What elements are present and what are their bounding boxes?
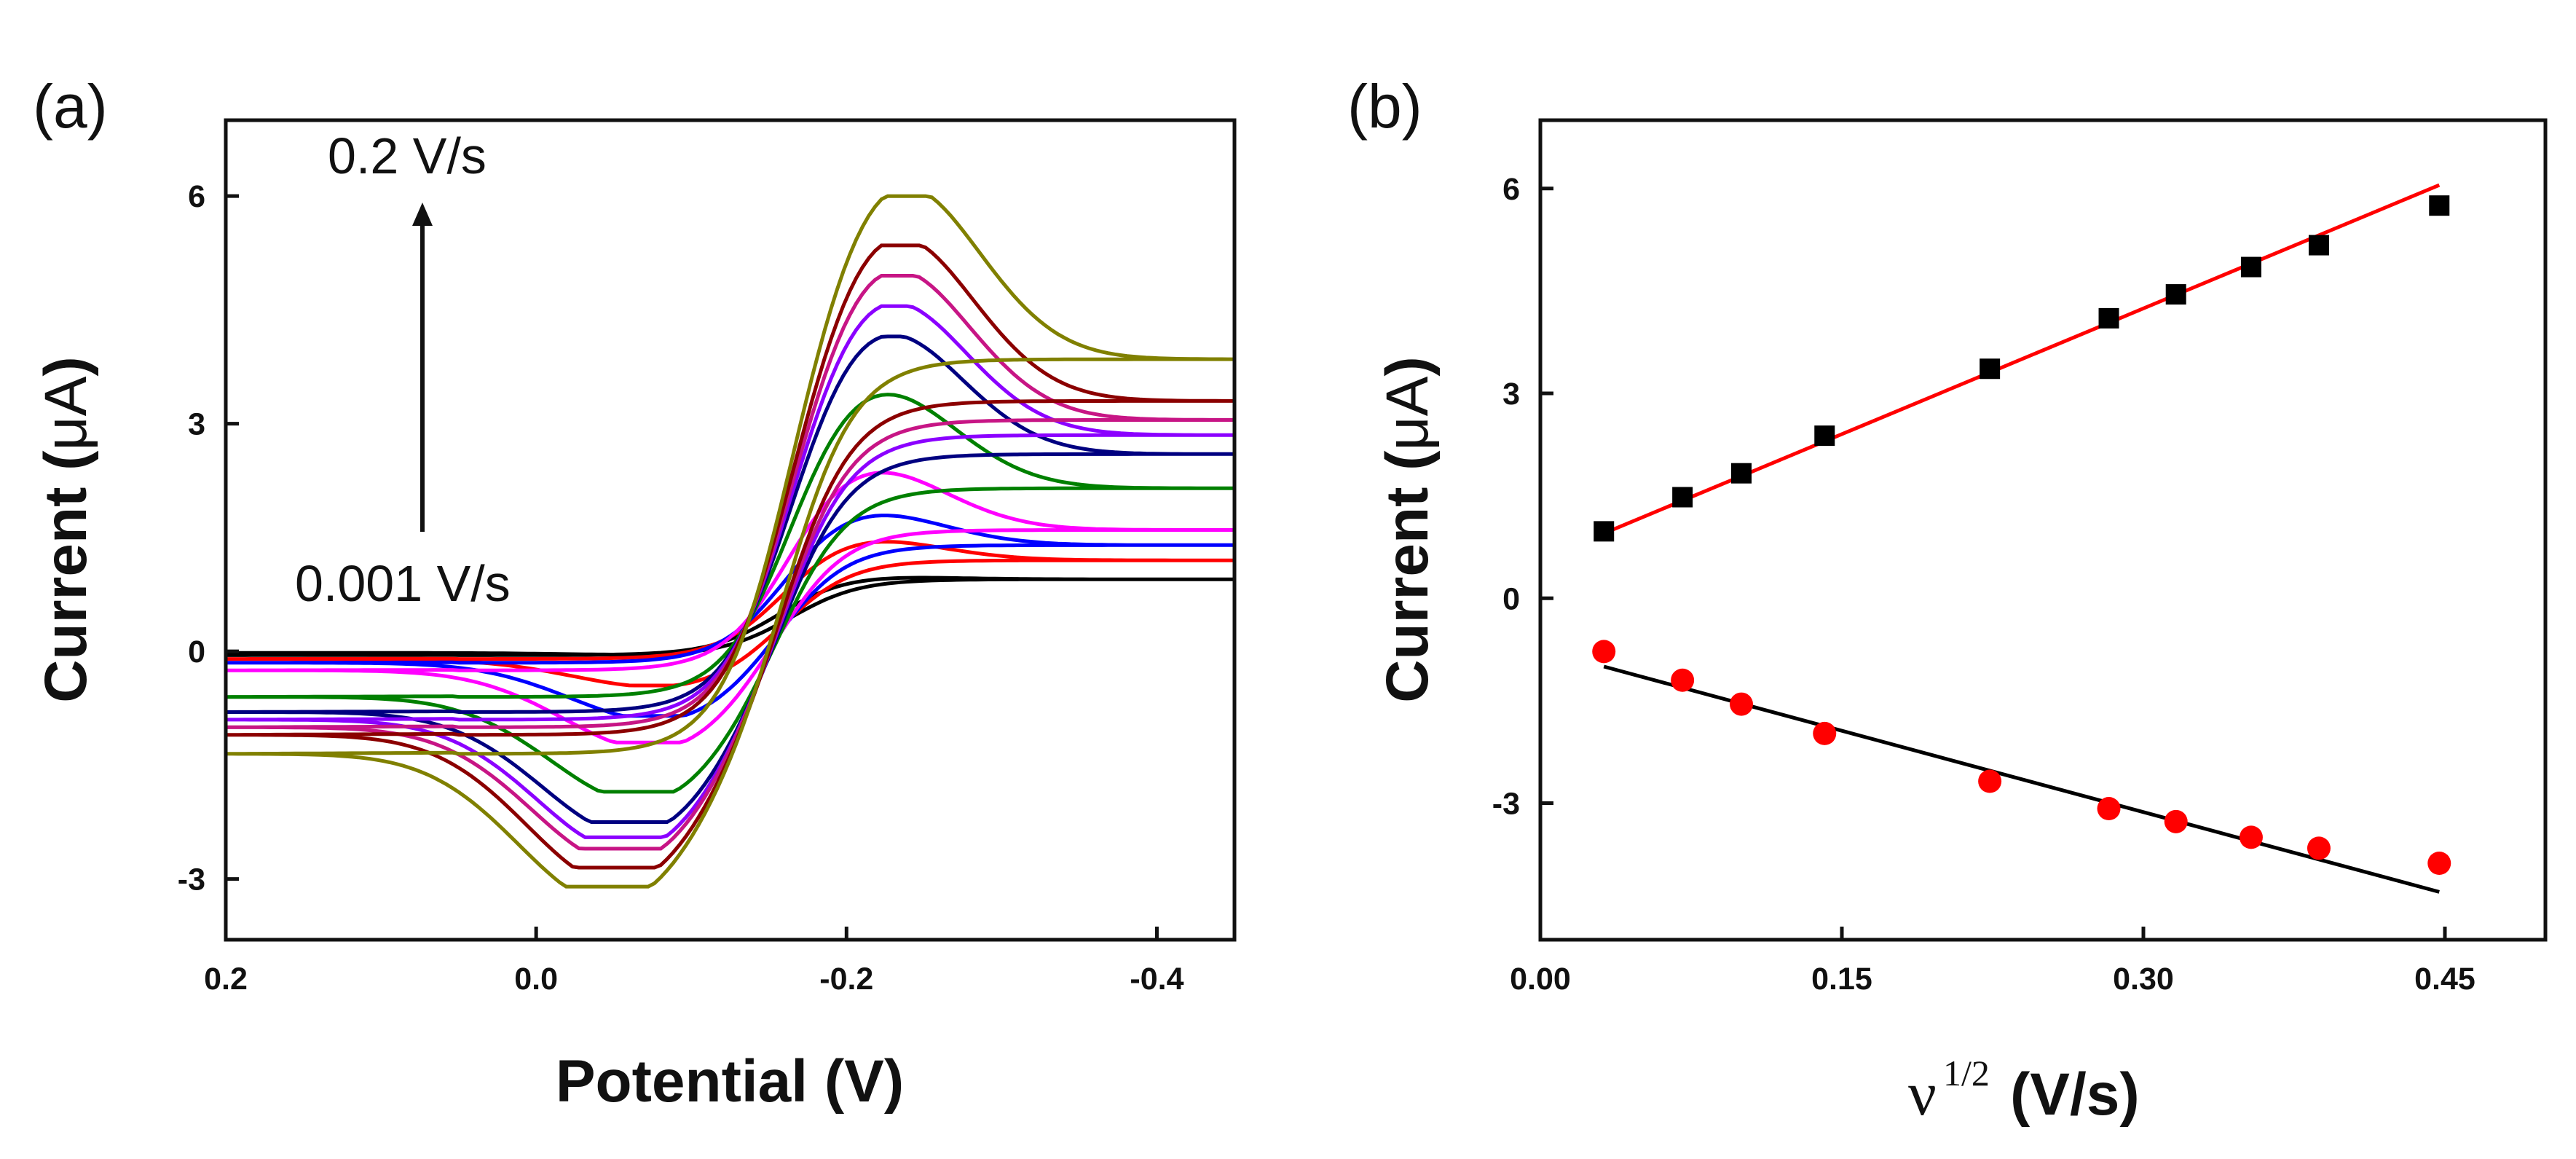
panel-b: (b) 0.00 0.15 0.30 0.45 -3 0 3 6 ν 1/2 (V/s) C… bbox=[1347, 72, 2548, 1128]
y-tick-label-b: -3 bbox=[1492, 787, 1520, 822]
x-tick-label-a: -0.4 bbox=[1130, 962, 1183, 997]
x-tick-label-a: 0.2 bbox=[204, 962, 248, 997]
cv-curve-scan-3 bbox=[226, 514, 1234, 718]
cv-curve-scan-5 bbox=[225, 393, 1234, 794]
x-axis-b: 0.00 0.15 0.30 0.45 bbox=[1510, 927, 2475, 997]
x-tick-label-b: 0.30 bbox=[2113, 962, 2174, 997]
scan-rate-arrow bbox=[412, 203, 433, 532]
x-axis-a-title: Potential (V) bbox=[556, 1048, 904, 1115]
cathodic-point bbox=[2239, 825, 2263, 849]
cv-curve-scan-1 bbox=[226, 575, 1234, 657]
anodic-point bbox=[2098, 307, 2119, 329]
cathodic-point bbox=[1671, 668, 1695, 692]
plot-b-frame bbox=[1538, 118, 2548, 942]
cv-curve-scan-7 bbox=[226, 304, 1234, 839]
cathodic-point bbox=[2427, 852, 2451, 875]
cv-curve-scan-2 bbox=[226, 540, 1234, 688]
y-axis-b-title-suffix: ) bbox=[1374, 356, 1441, 376]
y-axis-a-title-suffix: ) bbox=[33, 356, 99, 376]
x-axis-a: 0.2 0.0 -0.2 -0.4 bbox=[204, 927, 1184, 997]
y-axis-a-title-unit: μA bbox=[33, 376, 99, 450]
x-tick-label-b: 0.15 bbox=[1811, 962, 1872, 997]
y-axis-b: -3 0 3 6 bbox=[1492, 172, 1553, 822]
cathodic-point bbox=[2164, 809, 2188, 833]
y-tick-label-a: 0 bbox=[188, 634, 205, 669]
y-tick-label-a: 3 bbox=[188, 407, 205, 442]
panel-a: (a) 0.2 0.0 -0.2 -0.4 -3 0 3 6 Potential (V) C… bbox=[33, 72, 1237, 1115]
anodic-point bbox=[2165, 284, 2186, 305]
y-tick-label-a: 6 bbox=[188, 179, 205, 214]
x-axis-b-symbol: ν bbox=[1908, 1058, 1937, 1128]
cv-curve-scan-9 bbox=[226, 243, 1234, 870]
y-axis-b-title: Current (μA) bbox=[1374, 356, 1441, 702]
cathodic-point bbox=[1730, 692, 1753, 716]
x-tick-label-b: 0.45 bbox=[2414, 962, 2475, 997]
x-tick-label-b: 0.00 bbox=[1510, 962, 1571, 997]
x-axis-b-title: ν 1/2 (V/s) bbox=[1908, 1053, 2140, 1128]
y-axis-b-title-unit: μA bbox=[1374, 376, 1441, 450]
cv-curve-scan-10 bbox=[225, 194, 1234, 889]
x-tick-label-a: -0.2 bbox=[819, 962, 873, 997]
y-tick-label-b: 3 bbox=[1502, 377, 1520, 412]
anodic-point bbox=[1814, 425, 1835, 447]
cathodic-point bbox=[2097, 797, 2121, 820]
annotation-top: 0.2 V/s bbox=[328, 127, 487, 184]
y-tick-label-b: 6 bbox=[1502, 172, 1520, 207]
anodic-point bbox=[1731, 463, 1752, 484]
anodic-point bbox=[2308, 235, 2329, 256]
anodic-point bbox=[1672, 487, 1693, 508]
cathodic-point bbox=[2307, 836, 2331, 860]
y-axis-b-title-prefix: Current ( bbox=[1374, 450, 1441, 703]
x-axis-b-unit: (V/s) bbox=[2010, 1061, 2140, 1128]
annotation-bottom: 0.001 V/s bbox=[295, 555, 511, 612]
y-tick-label-a: -3 bbox=[178, 863, 205, 897]
y-axis-a-title-prefix: Current ( bbox=[33, 450, 99, 703]
anodic-point bbox=[2240, 256, 2261, 278]
x-tick-label-a: 0.0 bbox=[514, 962, 558, 997]
x-axis-b-exponent: 1/2 bbox=[1943, 1053, 1990, 1093]
cathodic-point bbox=[1978, 769, 2002, 793]
cv-curves bbox=[225, 194, 1237, 889]
cathodic-point bbox=[1813, 721, 1837, 745]
cathodic-point bbox=[1592, 640, 1616, 664]
y-tick-label-b: 0 bbox=[1502, 581, 1520, 616]
panel-a-label: (a) bbox=[33, 72, 108, 141]
cv-curve-scan-6 bbox=[226, 334, 1234, 824]
y-axis-a: -3 0 3 6 bbox=[178, 179, 239, 897]
plot-a-frame bbox=[224, 118, 1237, 942]
anodic-point bbox=[1594, 521, 1615, 542]
panel-b-label: (b) bbox=[1347, 72, 1422, 141]
anodic-point bbox=[2429, 195, 2450, 216]
scatter-series bbox=[1592, 183, 2451, 894]
anodic-point bbox=[1980, 358, 2001, 380]
y-axis-a-title: Current (μA) bbox=[33, 356, 99, 702]
